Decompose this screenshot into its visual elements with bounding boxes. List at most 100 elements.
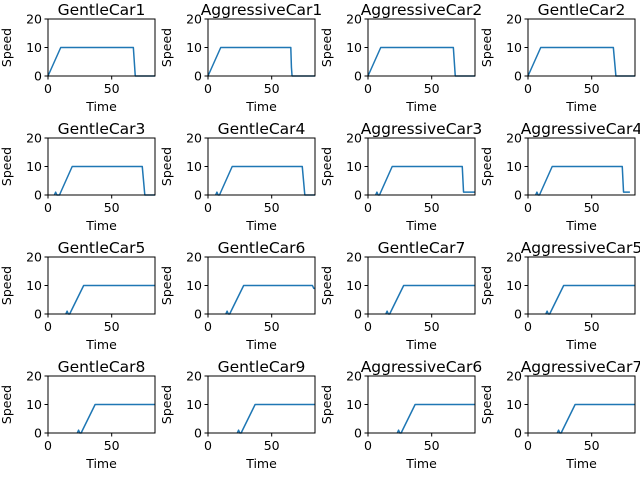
subplot-9: 0 50 0 10 20 Time Speed GentleCar5 xyxy=(0,239,156,352)
subplot-3: 0 50 0 10 20 Time Speed AggressiveCar2 xyxy=(319,1,482,114)
y-tick-label: 20 xyxy=(186,250,202,265)
y-axis-label: Speed xyxy=(319,266,334,305)
series-line xyxy=(374,165,475,196)
x-tick-label: 0 xyxy=(524,81,532,96)
y-tick-label: 10 xyxy=(346,278,362,293)
series-line xyxy=(65,284,155,315)
y-tick-label: 0 xyxy=(34,69,42,84)
subplot-title: GentleCar7 xyxy=(378,239,466,257)
y-axis-label: Speed xyxy=(319,28,334,67)
y-axis-label: Speed xyxy=(479,385,494,424)
subplot-title: AggressiveCar1 xyxy=(201,1,323,19)
x-tick-label: 50 xyxy=(424,200,440,215)
x-axis-label: Time xyxy=(565,456,597,471)
x-tick-label: 50 xyxy=(104,319,120,334)
series-line xyxy=(527,46,635,77)
y-tick-label: 0 xyxy=(194,69,202,84)
x-tick-label: 0 xyxy=(44,200,52,215)
y-tick-label: 20 xyxy=(346,131,362,146)
y-tick-label: 10 xyxy=(26,159,42,174)
y-tick-label: 0 xyxy=(34,307,42,322)
x-tick-label: 0 xyxy=(204,438,212,453)
y-axis-label: Speed xyxy=(159,385,174,424)
x-tick-label: 50 xyxy=(584,438,600,453)
y-tick-label: 20 xyxy=(506,12,522,27)
y-tick-label: 20 xyxy=(26,250,42,265)
subplot-15: 0 50 0 10 20 Time Speed AggressiveCar6 xyxy=(319,358,482,471)
y-tick-label: 0 xyxy=(354,307,362,322)
series-line xyxy=(225,284,315,315)
x-tick-label: 50 xyxy=(584,81,600,96)
series-line xyxy=(396,403,475,434)
x-axis-label: Time xyxy=(405,218,437,233)
y-tick-label: 0 xyxy=(34,188,42,203)
series-line xyxy=(545,284,635,315)
x-tick-label: 0 xyxy=(364,438,372,453)
subplot-8: 0 50 0 10 20 Time Speed AggressiveCar4 xyxy=(479,120,640,233)
x-tick-label: 50 xyxy=(584,200,600,215)
y-axis-label: Speed xyxy=(0,385,14,424)
series-line xyxy=(556,403,635,434)
series-line xyxy=(236,403,315,434)
y-tick-label: 0 xyxy=(354,188,362,203)
y-tick-label: 20 xyxy=(346,369,362,384)
x-tick-label: 50 xyxy=(264,200,280,215)
x-tick-label: 50 xyxy=(264,438,280,453)
x-tick-label: 50 xyxy=(424,438,440,453)
subplot-title: GentleCar4 xyxy=(218,120,306,138)
y-tick-label: 20 xyxy=(186,131,202,146)
y-tick-label: 20 xyxy=(26,12,42,27)
y-axis-label: Speed xyxy=(0,266,14,305)
x-tick-label: 50 xyxy=(584,319,600,334)
x-axis-label: Time xyxy=(85,337,117,352)
y-tick-label: 10 xyxy=(186,278,202,293)
y-tick-label: 20 xyxy=(26,369,42,384)
y-tick-label: 10 xyxy=(346,40,362,55)
x-axis-label: Time xyxy=(405,337,437,352)
series-line xyxy=(207,46,315,77)
subplot-title: AggressiveCar4 xyxy=(521,120,640,138)
x-axis-label: Time xyxy=(85,99,117,114)
subplot-title: AggressiveCar7 xyxy=(521,358,640,376)
subplot-4: 0 50 0 10 20 Time Speed GentleCar2 xyxy=(479,1,636,114)
x-axis-label: Time xyxy=(245,337,277,352)
y-axis-label: Speed xyxy=(0,147,14,186)
subplot-14: 0 50 0 10 20 Time Speed GentleCar9 xyxy=(159,358,316,471)
y-tick-label: 0 xyxy=(354,426,362,441)
subplot-16: 0 50 0 10 20 Time Speed AggressiveCar7 xyxy=(479,358,640,471)
x-axis-label: Time xyxy=(85,456,117,471)
x-tick-label: 0 xyxy=(364,200,372,215)
x-tick-label: 50 xyxy=(424,81,440,96)
y-tick-label: 0 xyxy=(194,188,202,203)
y-tick-label: 20 xyxy=(346,12,362,27)
y-tick-label: 10 xyxy=(26,397,42,412)
x-axis-label: Time xyxy=(245,218,277,233)
y-axis-label: Speed xyxy=(159,147,174,186)
y-tick-label: 10 xyxy=(186,159,202,174)
subplot-title: AggressiveCar2 xyxy=(361,1,483,19)
y-tick-label: 10 xyxy=(26,278,42,293)
x-tick-label: 0 xyxy=(204,81,212,96)
y-tick-label: 10 xyxy=(346,159,362,174)
x-axis-label: Time xyxy=(85,218,117,233)
subplot-title: GentleCar6 xyxy=(218,239,306,257)
y-tick-label: 10 xyxy=(186,40,202,55)
x-tick-label: 0 xyxy=(44,438,52,453)
y-tick-label: 10 xyxy=(346,397,362,412)
x-tick-label: 0 xyxy=(204,200,212,215)
y-axis-label: Speed xyxy=(159,266,174,305)
subplot-title: GentleCar8 xyxy=(58,358,146,376)
y-axis-label: Speed xyxy=(0,28,14,67)
x-tick-label: 0 xyxy=(44,319,52,334)
x-tick-label: 0 xyxy=(364,319,372,334)
y-tick-label: 0 xyxy=(354,69,362,84)
x-tick-label: 0 xyxy=(524,319,532,334)
y-axis-label: Speed xyxy=(319,385,334,424)
y-axis-label: Speed xyxy=(319,147,334,186)
y-axis-label: Speed xyxy=(479,28,494,67)
y-tick-label: 10 xyxy=(186,397,202,412)
subplot-1: 0 50 0 10 20 Time Speed GentleCar1 xyxy=(0,1,156,114)
series-line xyxy=(385,284,475,315)
